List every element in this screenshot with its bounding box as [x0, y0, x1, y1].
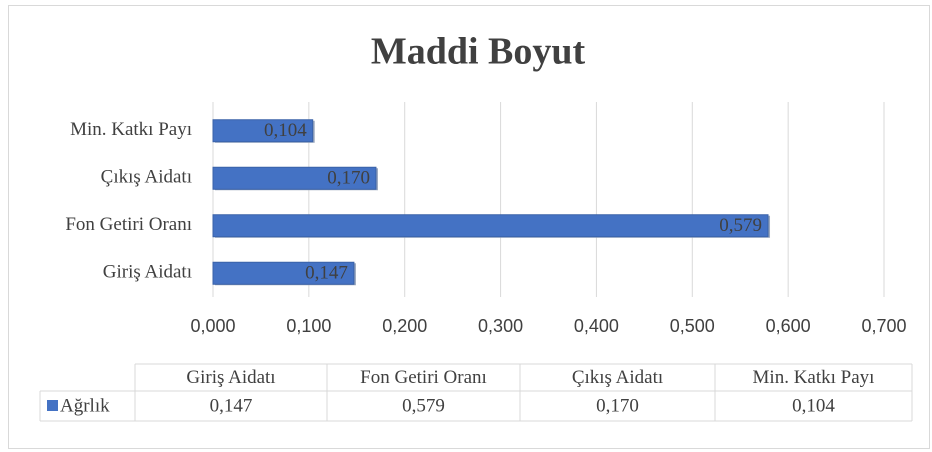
table-header: Çıkış Aidatı	[572, 367, 663, 388]
x-tick-label: 0,400	[574, 316, 619, 336]
y-tick-label: Giriş Aidatı	[103, 262, 192, 283]
y-tick-label: Min. Katkı Payı	[70, 119, 192, 140]
x-tick-label: 0,000	[190, 316, 235, 336]
table-value: 0,170	[596, 395, 639, 416]
table-value: 0,579	[402, 395, 445, 416]
x-tick-label: 0,600	[766, 316, 811, 336]
chart-title: Maddi Boyut	[371, 31, 586, 73]
x-tick-label: 0,500	[670, 316, 715, 336]
table-header: Min. Katkı Payı	[753, 367, 875, 388]
table-grid	[39, 363, 913, 422]
table-value: 0,147	[210, 395, 253, 416]
bar	[212, 166, 377, 190]
table-value: 0,104	[792, 395, 835, 416]
bar	[212, 214, 769, 238]
x-tick-label: 0,300	[478, 316, 523, 336]
x-tick-label: 0,700	[861, 316, 906, 336]
legend-label: Ağrlık	[60, 395, 110, 416]
data-label: 0,170	[327, 168, 370, 189]
x-tick-label: 0,200	[382, 316, 427, 336]
data-label: 0,579	[719, 215, 762, 236]
data-label: 0,147	[305, 263, 348, 284]
table-header: Giriş Aidatı	[186, 367, 275, 388]
legend-swatch	[47, 400, 58, 411]
bar	[212, 119, 314, 143]
data-label: 0,104	[264, 120, 307, 141]
y-tick-label: Fon Getiri Oranı	[65, 214, 192, 235]
bar	[212, 261, 355, 285]
x-tick-label: 0,100	[286, 316, 331, 336]
y-tick-label: Çıkış Aidatı	[101, 167, 192, 188]
table-header: Fon Getiri Oranı	[360, 367, 487, 388]
